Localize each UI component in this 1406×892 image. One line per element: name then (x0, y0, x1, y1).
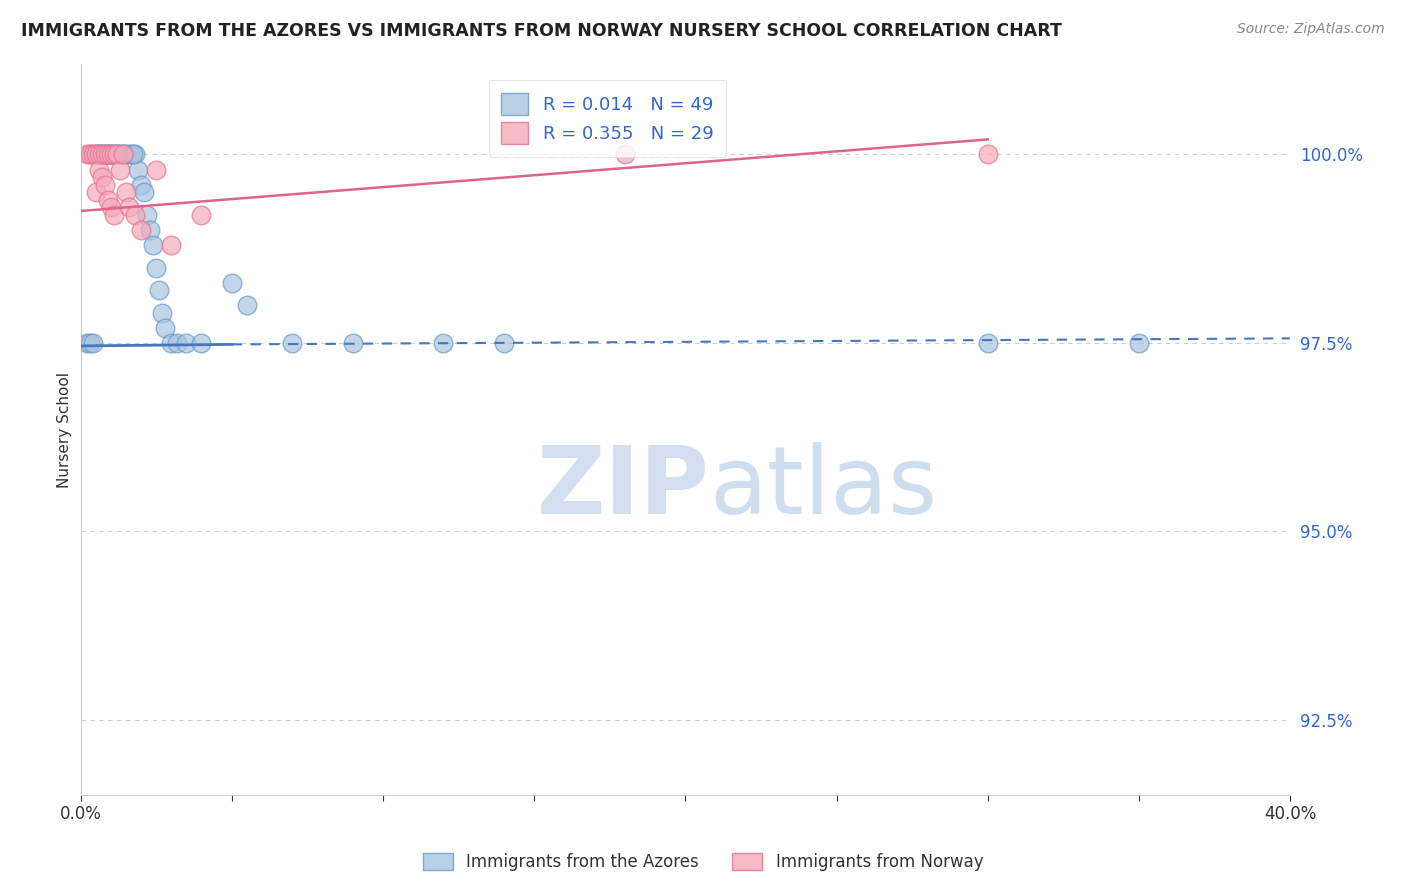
Point (90, 170, 112, 185)
Point (87, 162, 110, 177)
Point (142, 238, 165, 252)
Point (76, 335, 98, 350)
Point (79, 147, 101, 161)
Point (129, 178, 152, 192)
Point (86, 147, 108, 161)
Point (98, 147, 121, 161)
Point (82, 147, 104, 161)
Point (100, 200, 122, 214)
Point (108, 162, 131, 177)
Point (84, 147, 107, 161)
Point (105, 147, 128, 161)
Point (148, 283, 170, 297)
Point (79, 335, 101, 350)
Text: Source: ZipAtlas.com: Source: ZipAtlas.com (1237, 22, 1385, 37)
Point (281, 335, 304, 350)
Point (118, 147, 141, 161)
Point (101, 147, 124, 161)
Point (977, 147, 1000, 161)
Point (105, 147, 128, 161)
Point (108, 147, 131, 161)
Point (112, 147, 135, 161)
Point (97, 193, 120, 207)
Point (176, 335, 198, 350)
Point (121, 147, 143, 161)
Point (103, 208, 125, 222)
Point (80, 147, 103, 161)
Point (145, 260, 167, 275)
Point (100, 147, 122, 161)
Point (190, 208, 212, 222)
Point (89, 147, 111, 161)
Point (115, 147, 138, 161)
Point (129, 223, 152, 237)
Point (166, 335, 188, 350)
Point (492, 335, 515, 350)
Point (76, 147, 98, 161)
Point (84, 185, 107, 199)
Point (93, 147, 115, 161)
Point (221, 276, 243, 290)
Point (91, 147, 114, 161)
Point (132, 185, 155, 199)
Point (103, 147, 125, 161)
Point (82, 335, 104, 350)
Y-axis label: Nursery School: Nursery School (58, 372, 72, 488)
Point (107, 147, 129, 161)
Text: ZIP: ZIP (537, 442, 710, 534)
Point (145, 162, 167, 177)
Legend: Immigrants from the Azores, Immigrants from Norway: Immigrants from the Azores, Immigrants f… (415, 845, 991, 880)
Point (90, 147, 112, 161)
Point (124, 147, 146, 161)
Point (93, 147, 115, 161)
Point (150, 306, 173, 320)
Point (103, 147, 125, 161)
Text: IMMIGRANTS FROM THE AZORES VS IMMIGRANTS FROM NORWAY NURSERY SCHOOL CORRELATION : IMMIGRANTS FROM THE AZORES VS IMMIGRANTS… (21, 22, 1062, 40)
Point (97, 147, 120, 161)
Point (977, 335, 1000, 350)
Text: atlas: atlas (710, 442, 938, 534)
Point (84, 147, 107, 161)
Point (111, 147, 134, 161)
Point (124, 208, 146, 222)
Point (87, 147, 110, 161)
Point (93, 178, 115, 192)
Point (87, 147, 110, 161)
Point (122, 147, 145, 161)
Point (432, 335, 454, 350)
Point (1128, 335, 1150, 350)
Point (115, 185, 138, 199)
Point (118, 200, 141, 214)
Point (160, 335, 183, 350)
Point (160, 238, 183, 252)
Point (96, 147, 118, 161)
Point (127, 162, 149, 177)
Point (153, 321, 176, 335)
Point (90, 147, 112, 161)
Point (342, 335, 364, 350)
Point (111, 147, 134, 161)
Point (97, 147, 120, 161)
Point (190, 335, 212, 350)
Point (139, 223, 162, 237)
Legend: R = 0.014   N = 49, R = 0.355   N = 29: R = 0.014 N = 49, R = 0.355 N = 29 (489, 80, 727, 157)
Point (136, 208, 159, 222)
Point (236, 298, 259, 312)
Point (100, 147, 122, 161)
Point (613, 147, 636, 161)
